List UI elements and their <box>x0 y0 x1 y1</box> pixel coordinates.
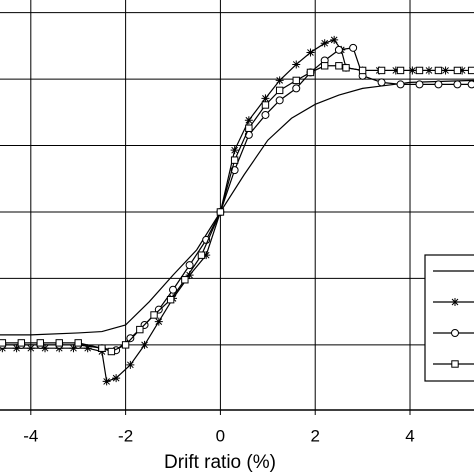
marker <box>126 334 135 343</box>
marker <box>377 66 386 75</box>
marker <box>334 45 343 54</box>
marker <box>467 80 474 89</box>
marker <box>320 62 329 70</box>
marker <box>140 340 149 349</box>
marker <box>467 66 474 75</box>
marker <box>98 344 106 352</box>
marker <box>451 298 459 306</box>
marker <box>320 39 329 48</box>
marker <box>17 339 26 347</box>
marker <box>261 94 270 103</box>
x-axis-label: Drift ratio (%) <box>164 452 276 473</box>
marker <box>0 339 7 347</box>
marker <box>306 48 315 57</box>
marker <box>451 329 459 337</box>
marker <box>55 339 63 347</box>
marker <box>292 84 301 93</box>
marker <box>292 76 300 85</box>
marker <box>453 80 462 89</box>
marker <box>121 341 130 349</box>
marker <box>415 66 424 75</box>
x-tick-label: 2 <box>310 426 319 445</box>
marker <box>230 156 239 164</box>
marker <box>12 344 21 353</box>
marker <box>396 80 405 89</box>
marker <box>292 60 301 69</box>
series-line <box>2 65 472 353</box>
marker <box>453 66 462 75</box>
marker <box>230 146 239 155</box>
marker <box>275 96 284 105</box>
marker <box>185 271 194 280</box>
marker <box>126 360 135 369</box>
marker <box>150 311 158 319</box>
series-line <box>0 79 474 336</box>
marker <box>451 360 459 368</box>
marker <box>306 68 315 77</box>
marker <box>154 317 163 326</box>
marker <box>245 124 253 132</box>
marker <box>261 110 270 119</box>
series-line <box>2 47 472 351</box>
marker <box>107 347 116 356</box>
x-tick-label: 4 <box>405 426 414 445</box>
marker <box>83 344 92 353</box>
x-tick-label: -4 <box>23 426 38 445</box>
marker <box>377 78 386 87</box>
marker <box>335 62 343 70</box>
marker <box>261 101 270 109</box>
marker <box>434 80 443 89</box>
marker <box>41 344 50 353</box>
legend <box>424 254 474 382</box>
marker <box>415 80 424 89</box>
marker <box>358 66 367 75</box>
marker <box>169 285 178 294</box>
x-tick-label: -2 <box>118 426 133 445</box>
marker <box>216 208 225 216</box>
marker <box>69 344 78 353</box>
marker <box>181 276 189 284</box>
marker <box>26 344 35 353</box>
marker <box>197 251 206 259</box>
marker <box>275 76 284 85</box>
marker <box>185 261 194 270</box>
series-line <box>2 39 463 383</box>
marker <box>244 116 253 125</box>
marker <box>434 66 443 75</box>
x-tick-label: 0 <box>216 426 225 445</box>
legend-box <box>424 254 474 382</box>
marker <box>74 339 82 347</box>
marker <box>166 295 175 304</box>
marker <box>112 374 121 383</box>
marker <box>396 66 405 75</box>
marker <box>349 43 358 52</box>
marker <box>136 325 144 334</box>
marker <box>275 86 284 95</box>
marker <box>202 251 211 260</box>
marker <box>102 377 111 386</box>
marker <box>36 339 44 347</box>
marker <box>330 35 339 44</box>
marker <box>342 64 350 72</box>
